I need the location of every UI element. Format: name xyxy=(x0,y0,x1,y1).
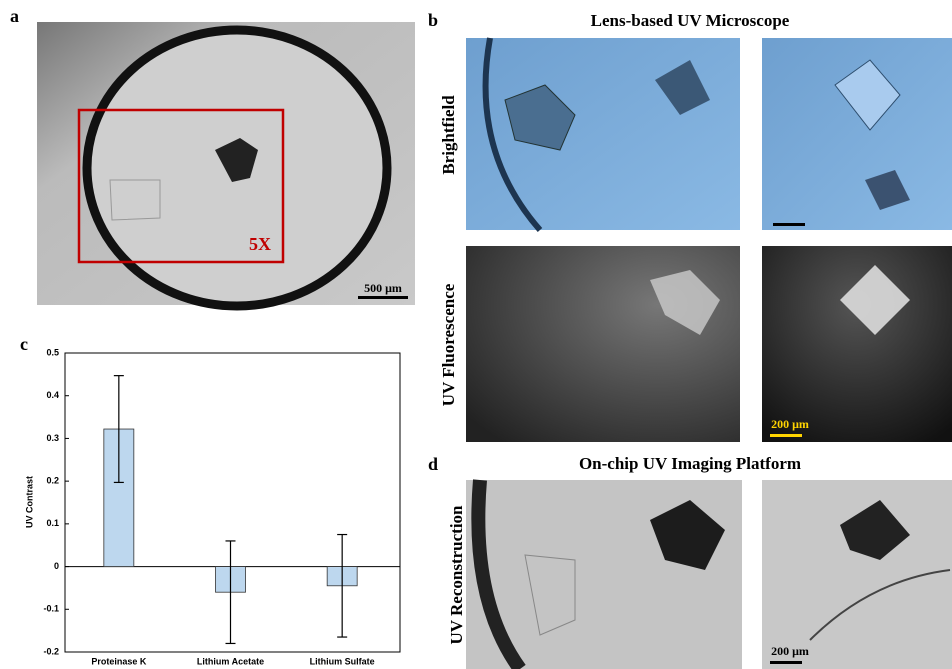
scale-bar-label: 200 μm xyxy=(771,644,809,658)
panel-label: d xyxy=(428,454,438,474)
x-tick-label: Proteinase K xyxy=(91,656,147,666)
y-tick-label: 0.4 xyxy=(46,390,59,400)
y-tick-label: 0.2 xyxy=(46,476,59,486)
micrographs xyxy=(466,38,952,442)
y-tick-label: 0.1 xyxy=(46,518,59,528)
y-tick-label: -0.1 xyxy=(43,604,59,614)
row-label: Brightfield xyxy=(439,95,458,175)
scale-bar-label: 200 μm xyxy=(771,417,809,431)
y-tick-label: 0.3 xyxy=(46,433,59,443)
micrograph xyxy=(37,22,415,306)
row-label: UV Fluorescence xyxy=(439,283,458,406)
y-axis-label: UV Contrast xyxy=(24,476,34,528)
panel-title: On-chip UV Imaging Platform xyxy=(579,454,801,473)
panel-title: Lens-based UV Microscope xyxy=(591,11,790,30)
micrographs xyxy=(466,480,952,669)
y-tick-label: -0.2 xyxy=(43,646,59,656)
scale-bar-label: 500 μm xyxy=(364,281,402,295)
row-label: UV Reconstruction xyxy=(447,505,466,645)
y-tick-label: 0 xyxy=(54,561,59,571)
y-tick-label: 0.5 xyxy=(46,347,59,357)
zoom-label: 5X xyxy=(249,234,271,254)
x-tick-label: Lithium Acetate xyxy=(197,656,264,666)
x-tick-label: Lithium Sulfate xyxy=(310,656,375,666)
panel-label: c xyxy=(20,334,28,354)
panel-label: a xyxy=(10,6,19,26)
panel-label: b xyxy=(428,10,438,30)
figure: a 5X 500 μm b Lens-based UV Microscope B… xyxy=(0,0,952,669)
